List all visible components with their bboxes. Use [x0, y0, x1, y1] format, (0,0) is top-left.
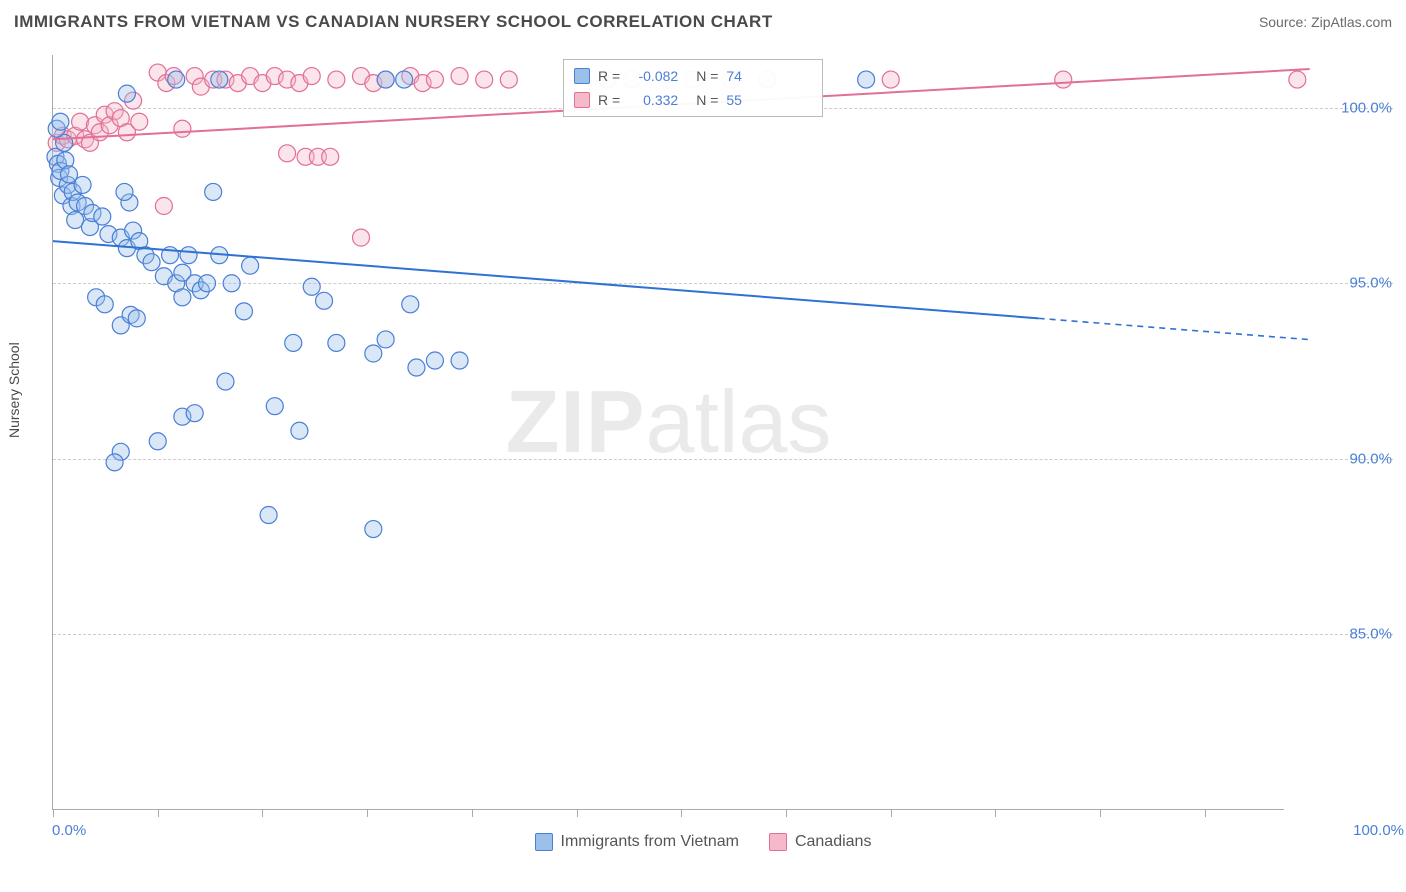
scatter-point [303, 278, 320, 295]
x-tick [1205, 809, 1206, 817]
scatter-point [260, 507, 277, 524]
scatter-point [858, 71, 875, 88]
r-label-blue: R = [598, 68, 620, 84]
scatter-point [217, 373, 234, 390]
scatter-point [235, 303, 252, 320]
legend-swatch-pink [574, 92, 590, 108]
x-tick [681, 809, 682, 817]
scatter-point [211, 71, 228, 88]
scatter-point [316, 292, 333, 309]
bottom-swatch-pink [769, 833, 787, 851]
bottom-swatch-blue [535, 833, 553, 851]
n-value-blue: 74 [726, 68, 742, 84]
y-tick-label: 95.0% [1349, 275, 1392, 292]
scatter-point [223, 275, 240, 292]
scatter-point [116, 183, 133, 200]
scatter-point [396, 71, 413, 88]
scatter-point [168, 71, 185, 88]
x-tick [262, 809, 263, 817]
x-tick [786, 809, 787, 817]
scatter-point [322, 148, 339, 165]
stats-legend-box: R = -0.082 N = 74 R = 0.332 N = 55 [563, 59, 823, 117]
scatter-point [205, 183, 222, 200]
scatter-point [408, 359, 425, 376]
scatter-point [451, 68, 468, 85]
x-tick [577, 809, 578, 817]
scatter-svg [53, 55, 1284, 809]
bottom-label-blue: Immigrants from Vietnam [561, 833, 739, 851]
x-tick [472, 809, 473, 817]
scatter-point [328, 71, 345, 88]
scatter-point [72, 113, 89, 130]
scatter-point [266, 398, 283, 415]
trend-line [1039, 318, 1310, 339]
scatter-point [451, 352, 468, 369]
scatter-point [279, 145, 296, 162]
scatter-point [118, 85, 135, 102]
scatter-point [52, 113, 69, 130]
scatter-point [199, 275, 216, 292]
scatter-point [174, 120, 191, 137]
scatter-point [180, 247, 197, 264]
scatter-point [96, 296, 113, 313]
y-tick-label: 85.0% [1349, 626, 1392, 643]
r-value-pink: 0.332 [628, 92, 678, 108]
scatter-point [303, 68, 320, 85]
bottom-legend: Immigrants from Vietnam Canadians [0, 833, 1406, 851]
scatter-point [285, 334, 302, 351]
r-value-blue: -0.082 [628, 68, 678, 84]
y-tick-label: 90.0% [1349, 450, 1392, 467]
x-tick [891, 809, 892, 817]
scatter-point [365, 345, 382, 362]
x-tick [995, 809, 996, 817]
scatter-point [131, 113, 148, 130]
scatter-point [426, 352, 443, 369]
scatter-point [94, 208, 111, 225]
scatter-point [143, 254, 160, 271]
scatter-point [377, 331, 394, 348]
n-value-pink: 55 [726, 92, 742, 108]
scatter-point [242, 257, 259, 274]
scatter-point [186, 405, 203, 422]
scatter-point [174, 289, 191, 306]
legend-swatch-blue [574, 68, 590, 84]
x-tick [158, 809, 159, 817]
scatter-point [106, 454, 123, 471]
scatter-point [291, 422, 308, 439]
scatter-point [155, 198, 172, 215]
scatter-point [128, 310, 145, 327]
scatter-point [377, 71, 394, 88]
x-tick [53, 809, 54, 817]
header-bar: IMMIGRANTS FROM VIETNAM VS CANADIAN NURS… [14, 12, 1392, 32]
source-credit: Source: ZipAtlas.com [1259, 14, 1392, 30]
x-tick [1100, 809, 1101, 817]
scatter-point [476, 71, 493, 88]
bottom-legend-item-blue: Immigrants from Vietnam [535, 833, 739, 851]
n-label-blue: N = [696, 68, 718, 84]
scatter-point [365, 521, 382, 538]
chart-title: IMMIGRANTS FROM VIETNAM VS CANADIAN NURS… [14, 12, 773, 32]
y-axis-label: Nursery School [6, 342, 22, 438]
scatter-point [500, 71, 517, 88]
chart-plot-area: ZIPatlas R = -0.082 N = 74 R = 0.332 N =… [52, 55, 1284, 810]
scatter-point [353, 229, 370, 246]
legend-row-blue: R = -0.082 N = 74 [574, 64, 812, 88]
scatter-point [74, 176, 91, 193]
scatter-point [882, 71, 899, 88]
scatter-point [149, 433, 166, 450]
scatter-point [426, 71, 443, 88]
scatter-point [328, 334, 345, 351]
bottom-label-pink: Canadians [795, 833, 872, 851]
bottom-legend-item-pink: Canadians [769, 833, 872, 851]
legend-row-pink: R = 0.332 N = 55 [574, 88, 812, 112]
r-label-pink: R = [598, 92, 620, 108]
y-tick-labels: 100.0% 95.0% 90.0% 85.0% [1292, 55, 1392, 810]
x-tick [367, 809, 368, 817]
scatter-point [1055, 71, 1072, 88]
scatter-point [402, 296, 419, 313]
n-label-pink: N = [696, 92, 718, 108]
y-tick-label: 100.0% [1341, 99, 1392, 116]
